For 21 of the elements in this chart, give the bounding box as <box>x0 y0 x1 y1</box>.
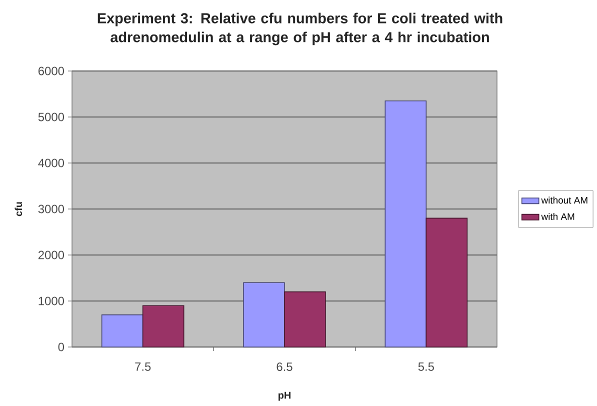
bar <box>142 305 184 348</box>
chart-title: Experiment 3: Relative cfu numbers for E coli treated with adrenomedulin at a range of pH after a 4 hr incubation <box>98 12 502 46</box>
y-tick-label: 0 <box>58 342 64 352</box>
legend-label: without AM <box>541 196 588 204</box>
y-tick-label: 2000 <box>38 250 64 260</box>
bar <box>384 100 427 348</box>
x-tick-label: 6.5 <box>276 362 292 371</box>
legend-label: with AM <box>541 212 574 220</box>
y-tick-label: 5000 <box>38 112 64 122</box>
y-tick-label: 1000 <box>38 296 64 306</box>
y-tick-label: 3000 <box>38 204 64 214</box>
bar <box>243 282 285 348</box>
x-tick-label: 7.5 <box>135 362 151 371</box>
bar <box>426 218 468 348</box>
x-axis-title: pH <box>278 392 290 401</box>
bar <box>101 314 144 348</box>
bar <box>284 291 326 348</box>
y-tick-label: 4000 <box>38 158 64 168</box>
y-tick-label: 6000 <box>38 66 64 76</box>
x-tick-label: 5.5 <box>418 362 434 371</box>
y-axis-title: cfu <box>14 202 22 216</box>
